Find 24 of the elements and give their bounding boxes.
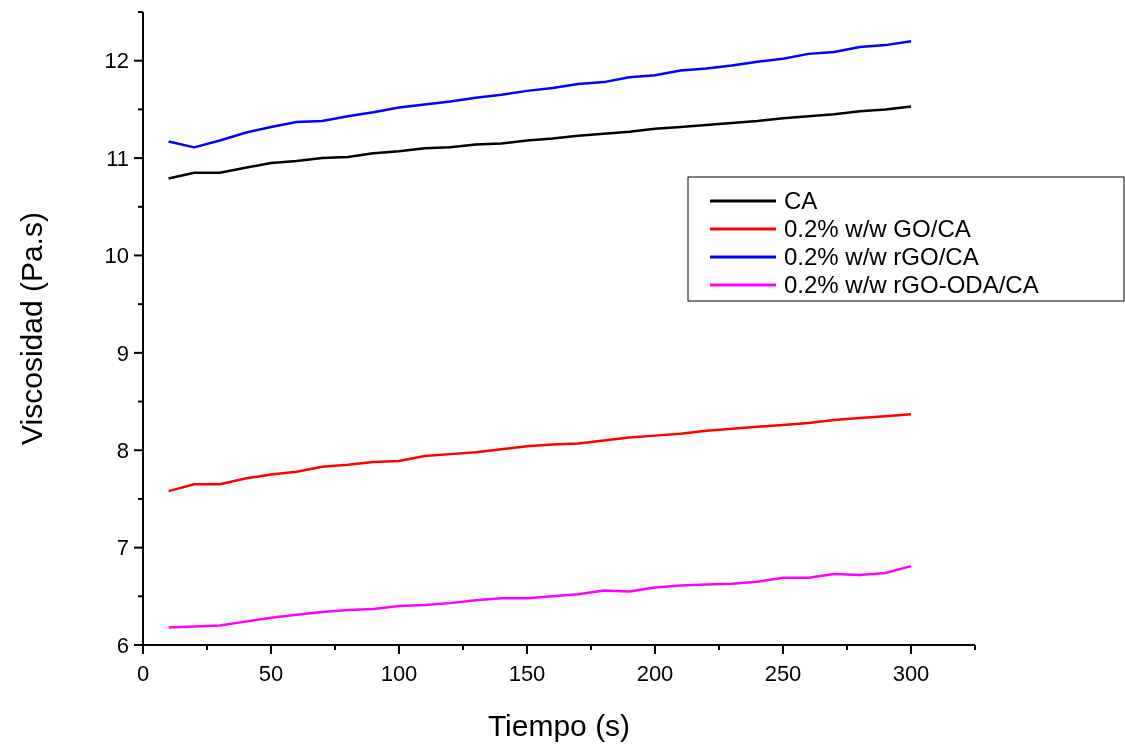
legend-label: 0.2% w/w GO/CA [784,215,971,243]
x-tick-label: 250 [764,661,802,686]
y-tick-label: 11 [106,145,129,171]
y-tick-label: 7 [116,535,129,561]
legend-label: 0.2% w/w rGO-ODA/CA [784,271,1039,299]
y-tick-label: 12 [104,48,129,74]
x-tick-label: 0 [136,661,150,686]
y-tick-label: 6 [116,632,129,658]
x-tick-label: 150 [508,661,546,686]
y-axis-title: Viscosidad (Pa.s) [15,212,48,445]
x-tick-label: 200 [636,661,674,686]
line-series [167,105,913,180]
x-tick-label: 50 [258,661,284,686]
legend-label: CA [784,187,818,215]
y-tick-label: 9 [116,340,129,366]
line-series [167,564,913,629]
line-series [167,39,913,149]
line-series [167,412,913,493]
x-tick-label: 100 [380,661,418,686]
x-tick-label: 300 [892,661,930,686]
y-tick-label: 8 [116,437,129,463]
y-tick-label: 10 [104,243,129,269]
x-axis-title: Tiempo (s) [487,709,631,742]
legend-label: 0.2% w/w rGO/CA [784,243,979,271]
